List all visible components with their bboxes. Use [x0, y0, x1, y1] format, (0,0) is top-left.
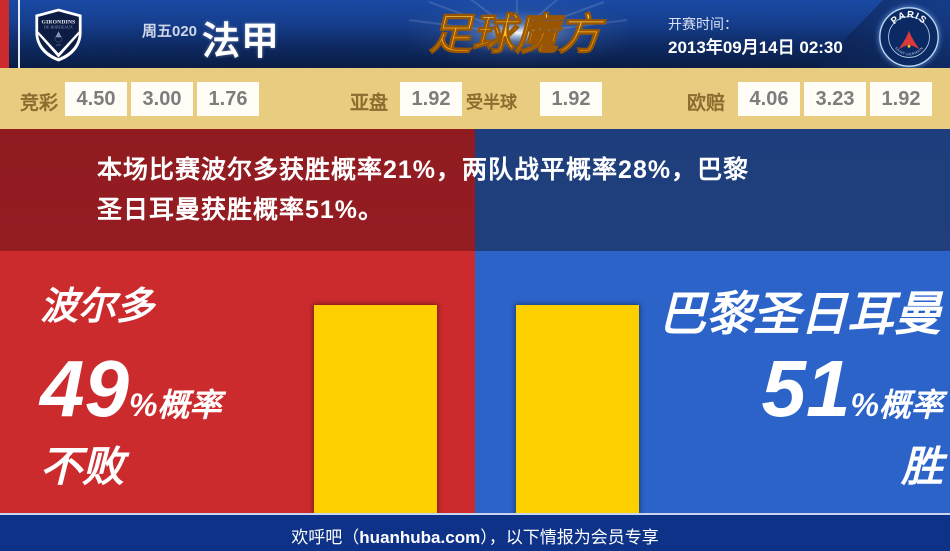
- svg-text:DE BORDEAUX: DE BORDEAUX: [44, 26, 73, 30]
- svg-text:足球魔方: 足球魔方: [429, 11, 607, 59]
- svg-text:1881: 1881: [56, 44, 62, 47]
- svg-text:GIRONDINS: GIRONDINS: [42, 20, 76, 26]
